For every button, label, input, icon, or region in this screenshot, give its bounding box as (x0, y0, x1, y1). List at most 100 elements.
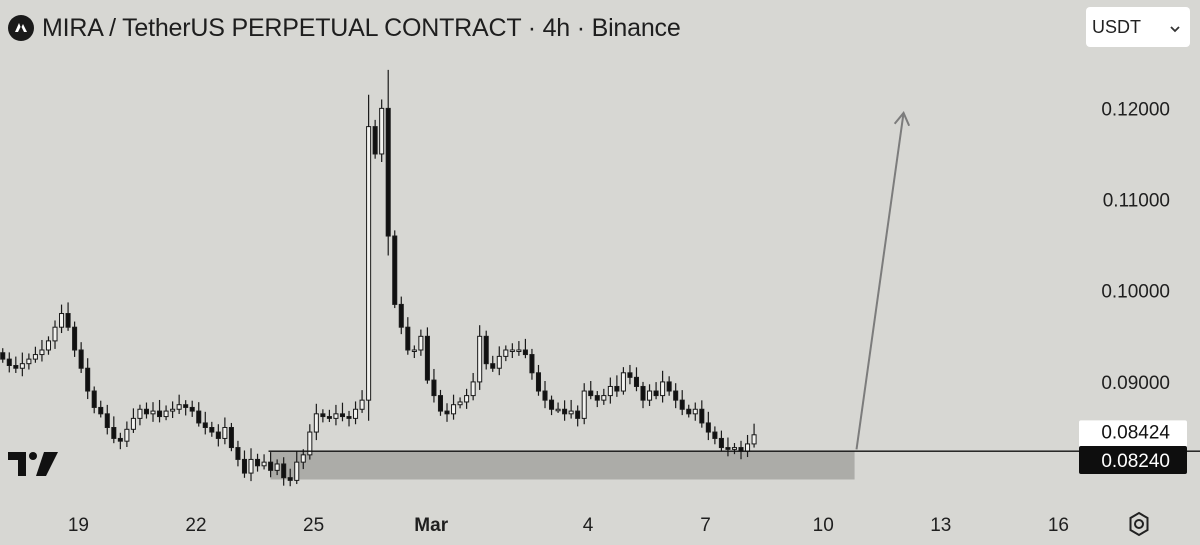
candle-bullish (451, 404, 457, 415)
candle-bearish (627, 372, 633, 378)
candle-bearish (372, 126, 378, 155)
candle-bearish (542, 390, 548, 401)
candle-bearish (424, 335, 430, 381)
candle-bullish (163, 410, 169, 418)
candle-bullish (359, 399, 365, 410)
x-tick-label: 22 (185, 515, 206, 536)
candle-bearish (718, 437, 724, 449)
x-tick-label: 4 (583, 515, 594, 536)
candle-bearish (673, 390, 679, 401)
currency-select[interactable]: USDT (1086, 7, 1190, 47)
candle-bearish (241, 458, 248, 474)
candle-bullish (130, 417, 136, 430)
candle-bullish (418, 335, 424, 351)
candle-bearish (549, 399, 555, 410)
candle-bearish (13, 365, 19, 369)
candle-bullish (248, 458, 254, 474)
candle-bullish (45, 340, 52, 351)
candle-bullish (731, 447, 738, 450)
candle-bullish (568, 410, 574, 415)
candle-bullish (581, 390, 587, 419)
currency-value: USDT (1092, 16, 1141, 37)
candle-bearish (725, 447, 731, 450)
candle-bullish (366, 126, 372, 401)
candle-bearish (431, 379, 437, 397)
candle-bearish (228, 427, 234, 449)
candle-bullish (307, 431, 313, 456)
candle-bearish (215, 431, 221, 439)
candle-bearish (104, 413, 110, 428)
candle-bullish (496, 355, 502, 369)
x-tick-label: 7 (700, 515, 711, 536)
x-tick-label: 13 (930, 515, 951, 536)
candle-bullish (137, 408, 143, 419)
candle-bullish (620, 372, 626, 392)
candle-bearish (594, 395, 600, 401)
candle-bearish (268, 461, 274, 471)
symbol-title: MIRA / TetherUS PERPETUAL CONTRACT · 4h … (42, 13, 681, 42)
candle-bearish (0, 352, 6, 360)
candle-bullish (124, 428, 130, 442)
candle-bearish (91, 390, 97, 408)
x-tick-label: 16 (1048, 515, 1069, 536)
candle-bearish (437, 395, 444, 412)
candle-bearish (529, 354, 535, 374)
candle-bullish (222, 427, 228, 439)
chart-header: MIRA / TetherUS PERPETUAL CONTRACT · 4h … (8, 10, 681, 46)
x-tick-label: 25 (303, 515, 324, 536)
projection-arrow (855, 112, 905, 450)
candle-bearish (490, 363, 496, 369)
candle-bearish (588, 390, 594, 397)
candle-bullish (555, 408, 561, 412)
y-tick-label: 0.09000 (1101, 373, 1170, 394)
y-tick-label: 0.10000 (1101, 282, 1170, 303)
candle-bearish (705, 422, 711, 433)
candle-bullish (647, 390, 653, 401)
demand-zone (270, 451, 855, 480)
candle-bullish (150, 410, 156, 415)
candle-bearish (255, 458, 261, 467)
x-tick-label: 19 (68, 515, 89, 536)
candle-bullish (39, 349, 45, 356)
candle-bearish (444, 410, 450, 415)
candle-bearish (398, 303, 404, 328)
candle-bearish (6, 358, 12, 366)
candle-bearish (85, 367, 91, 392)
candle-bearish (202, 422, 208, 428)
y-tick-label: 0.12000 (1101, 99, 1170, 120)
candle-bullish (692, 408, 698, 415)
candle-bearish (614, 385, 620, 392)
candle-bearish (117, 437, 123, 442)
candle-bearish (235, 447, 241, 460)
candle-bearish (209, 427, 215, 433)
candle-bullish (333, 413, 339, 419)
candle-bullish (601, 395, 607, 401)
tradingview-logo-icon[interactable] (6, 448, 62, 483)
candle-bullish (170, 408, 176, 412)
candle-bullish (52, 326, 58, 342)
ref-price-label (1079, 446, 1187, 474)
candle-bearish (679, 399, 685, 410)
candle-bearish (183, 404, 189, 408)
candle-bullish (607, 385, 613, 397)
gear-icon[interactable] (1126, 511, 1152, 542)
candle-bearish (575, 410, 581, 419)
candle-bearish (686, 408, 692, 415)
candle-bearish (640, 385, 646, 401)
candle-bullish (294, 461, 300, 481)
candle-bearish (712, 431, 718, 439)
candle-bearish (157, 410, 163, 418)
candle-bullish (470, 381, 476, 397)
candle-bearish (483, 335, 489, 365)
candle-bullish (59, 313, 65, 328)
candle-bearish (111, 427, 117, 439)
candle-bullish (477, 335, 483, 383)
candle-bearish (143, 408, 150, 415)
candle-bearish (392, 235, 398, 305)
candle-bullish (516, 349, 522, 352)
candle-bullish (464, 395, 470, 403)
candle-bearish (339, 413, 346, 418)
x-tick-label: Mar (414, 515, 448, 536)
